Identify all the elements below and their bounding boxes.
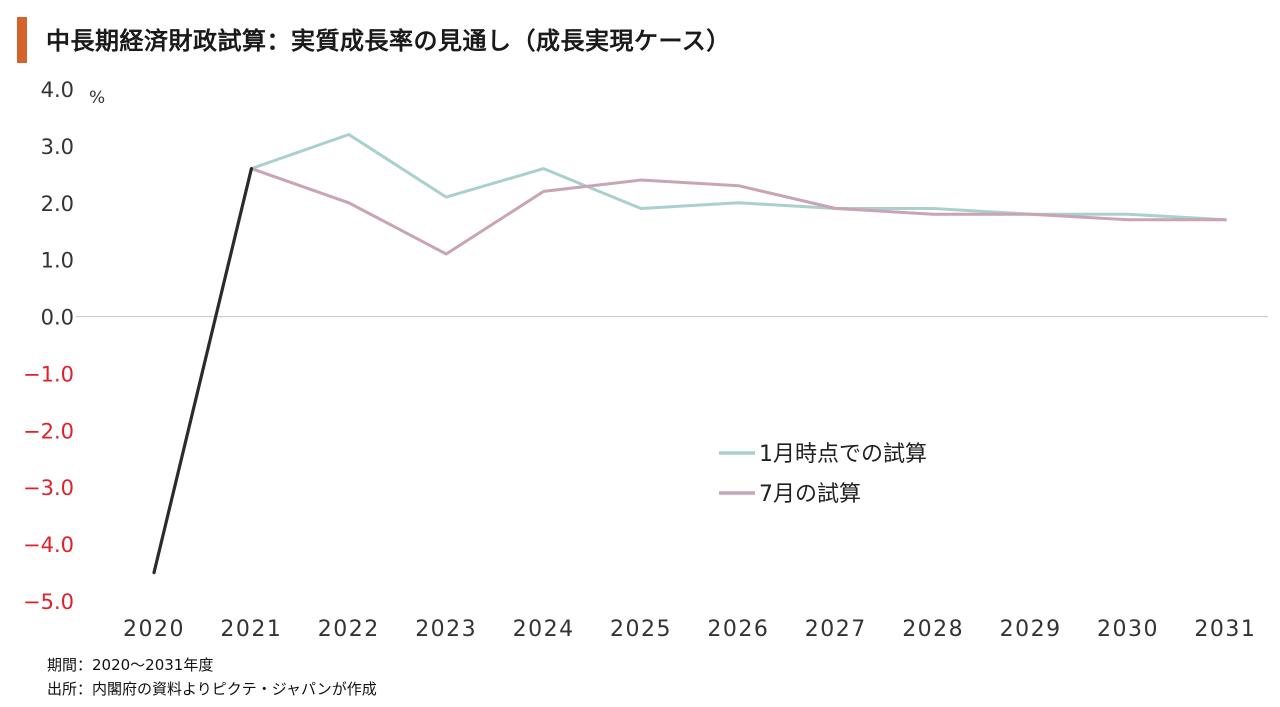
footnotes: 期間：2020～2031年度 出所：内閣府の資料よりピクテ・ジャパンが作成 bbox=[47, 653, 377, 701]
x-tick-label: 2026 bbox=[707, 617, 769, 642]
series-line-july bbox=[249, 167, 1227, 256]
chart-title: 中長期経済財政試算：実質成長率の見通し（成長実現ケース） bbox=[46, 27, 731, 55]
y-tick-label: −1.0 bbox=[23, 362, 74, 386]
y-tick-label: 4.0 bbox=[41, 78, 74, 102]
y-tick-label: −4.0 bbox=[23, 533, 74, 557]
y-tick-label: −3.0 bbox=[23, 476, 74, 500]
x-tick-label: 2020 bbox=[123, 617, 185, 642]
x-tick-label: 2031 bbox=[1194, 617, 1256, 642]
x-tick-label: 2023 bbox=[415, 617, 477, 642]
footnote-period: 期間：2020～2031年度 bbox=[47, 656, 214, 674]
y-tick-label: −2.0 bbox=[23, 419, 74, 443]
title-accent-bar bbox=[17, 17, 27, 63]
footnote-source: 出所：内閣府の資料よりピクテ・ジャパンが作成 bbox=[47, 680, 377, 698]
series-line-2020-actual bbox=[152, 167, 253, 575]
y-tick-label: 1.0 bbox=[41, 249, 74, 273]
y-tick-label: 2.0 bbox=[41, 192, 74, 216]
series-line-january bbox=[249, 133, 1227, 222]
x-tick-label: 2025 bbox=[610, 617, 672, 642]
x-tick-label: 2024 bbox=[513, 617, 575, 642]
y-unit-label: % bbox=[89, 88, 105, 108]
x-tick-label: 2027 bbox=[805, 617, 867, 642]
x-tick-label: 2028 bbox=[902, 617, 964, 642]
y-tick-label: 3.0 bbox=[41, 135, 74, 159]
legend-item-july-label: 7月の試算 bbox=[759, 482, 861, 507]
x-tick-label: 2030 bbox=[1097, 617, 1159, 642]
y-tick-label: −5.0 bbox=[23, 590, 74, 614]
legend-item-january-label: 1月時点での試算 bbox=[759, 442, 927, 467]
y-tick-label: 0.0 bbox=[41, 306, 74, 330]
x-tick-label: 2021 bbox=[220, 617, 282, 642]
x-tick-label: 2022 bbox=[318, 617, 380, 642]
x-tick-label: 2029 bbox=[1000, 617, 1062, 642]
